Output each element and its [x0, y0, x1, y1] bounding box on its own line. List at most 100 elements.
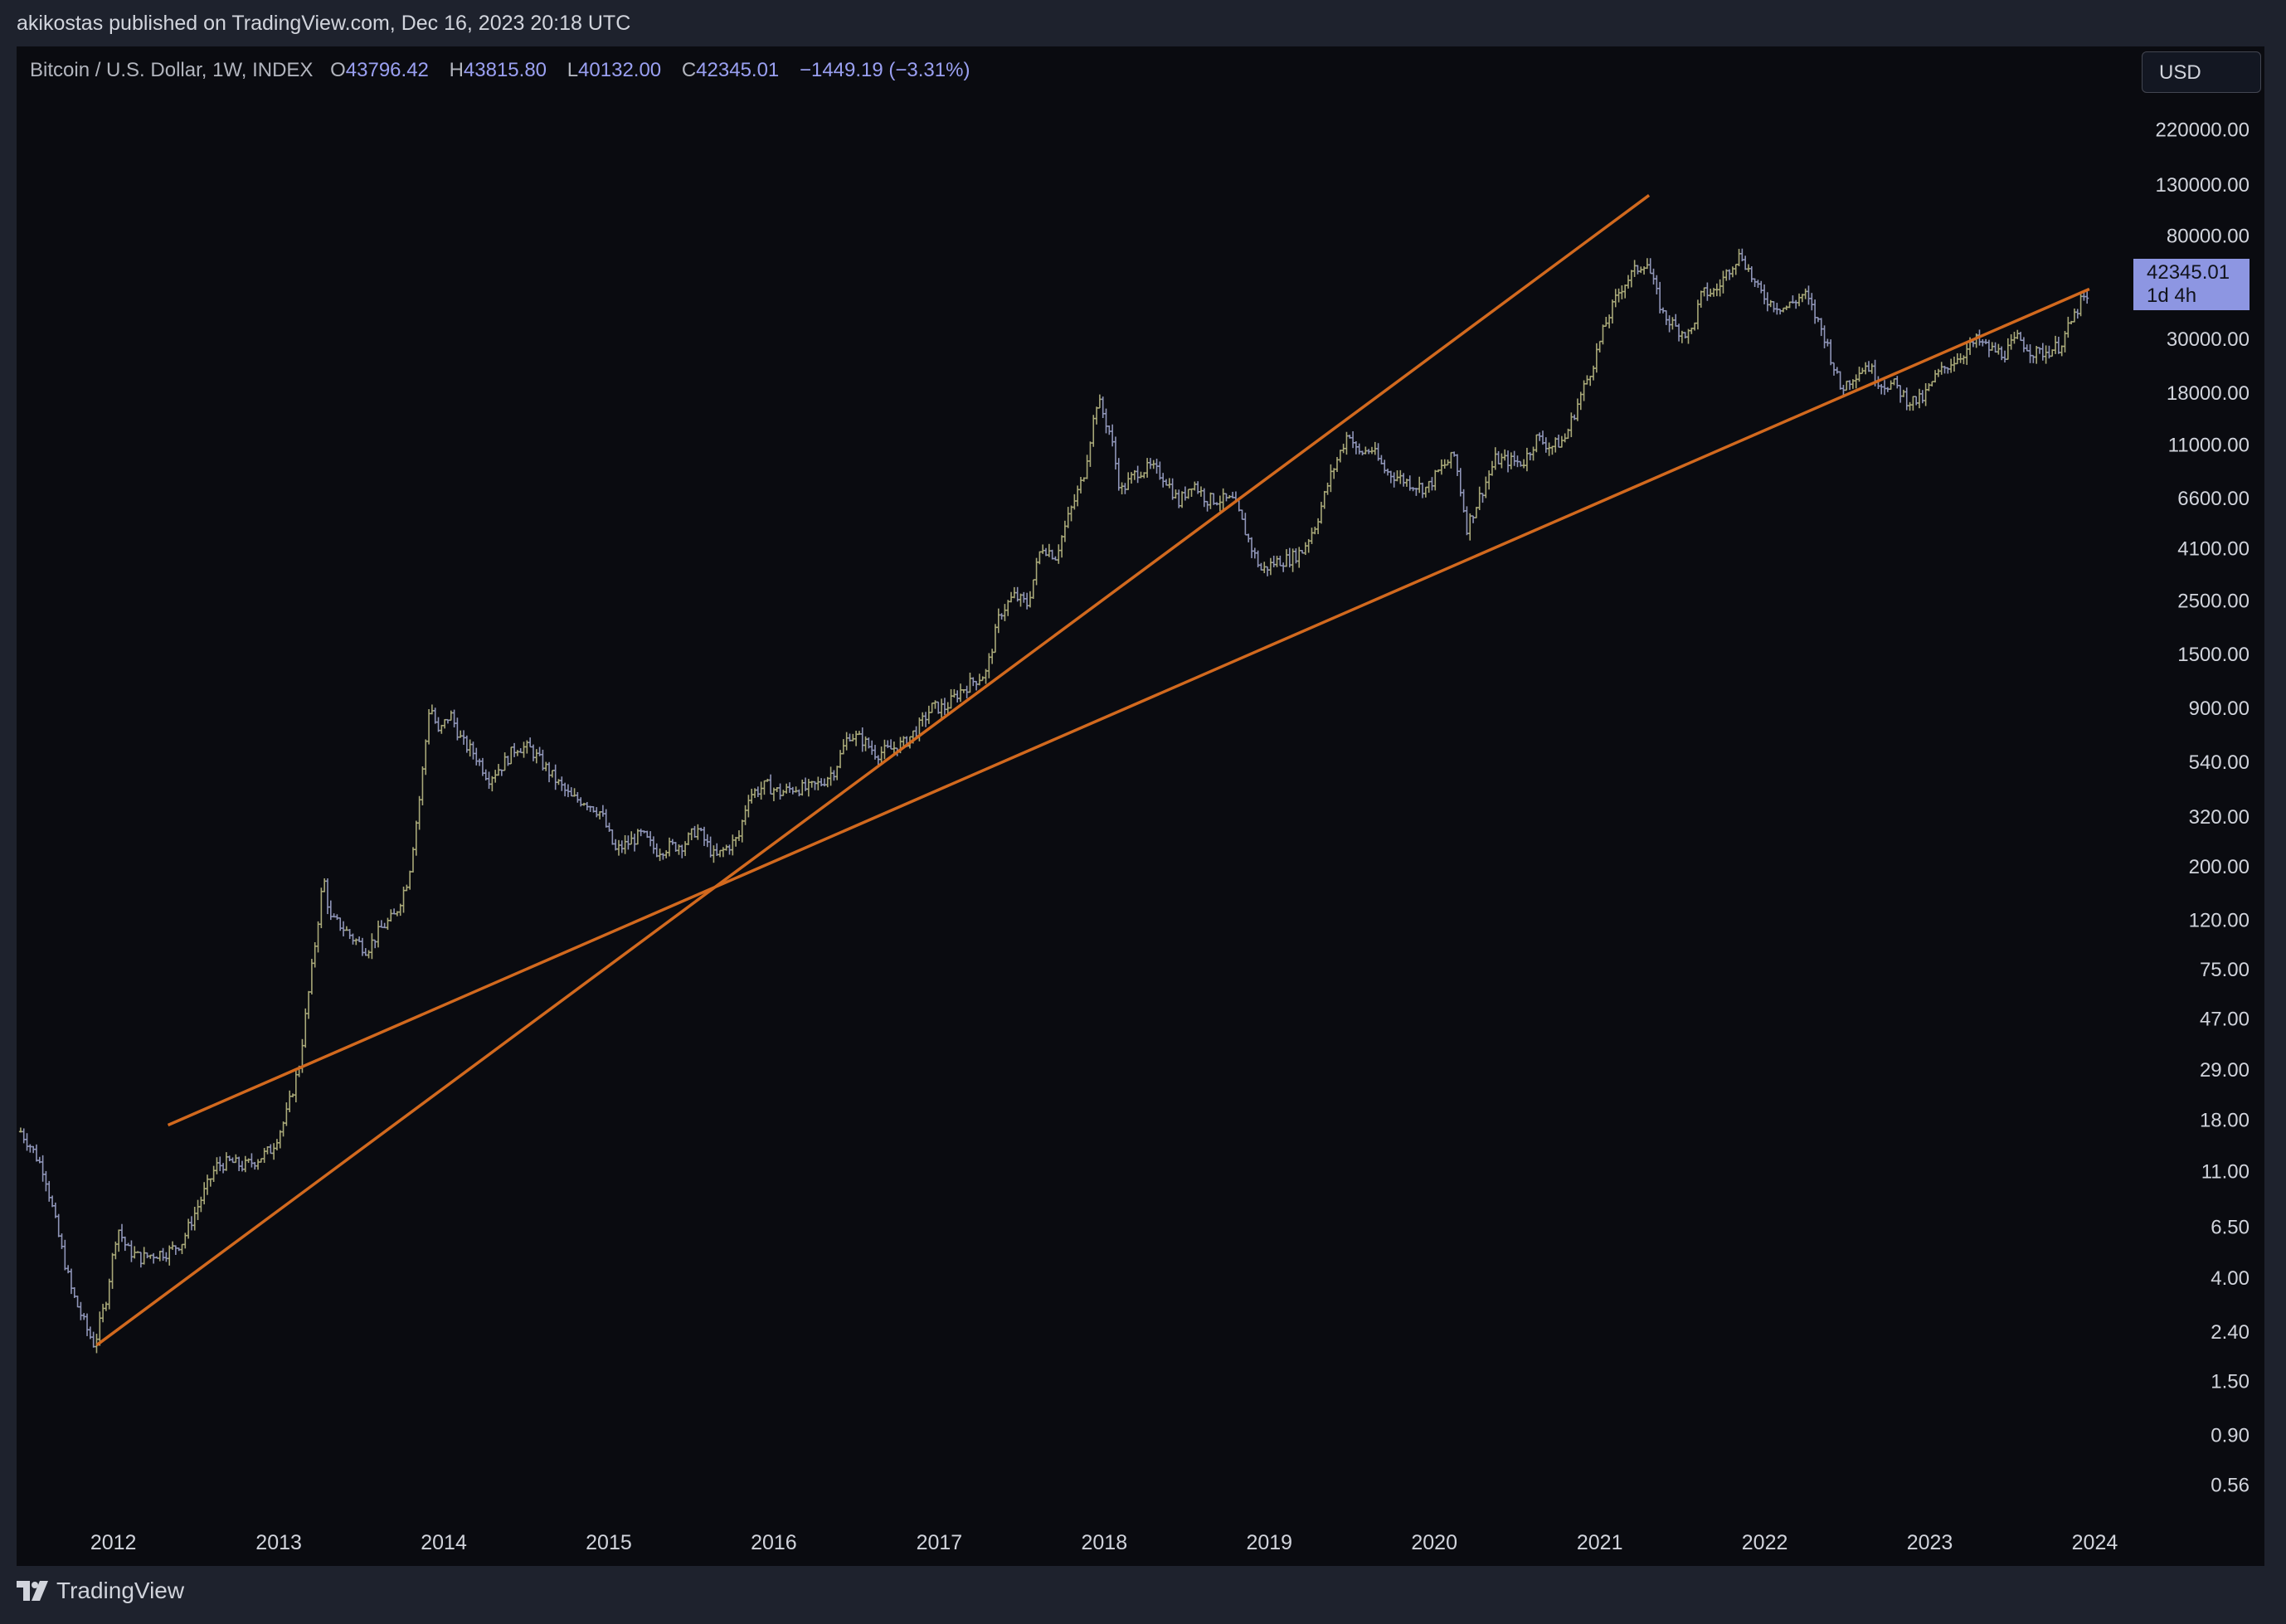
weekly-bar	[579, 797, 583, 807]
weekly-bar	[705, 834, 709, 848]
price-axis-label: 4.00	[2211, 1267, 2250, 1290]
weekly-bar	[965, 685, 969, 698]
weekly-bar	[1939, 362, 1943, 375]
weekly-bar	[354, 938, 358, 946]
tradingview-brand[interactable]: TradingView	[17, 1578, 184, 1604]
weekly-bar	[1468, 513, 1472, 541]
weekly-bar	[753, 788, 757, 799]
weekly-bar	[1734, 263, 1738, 275]
weekly-bar	[240, 1160, 244, 1172]
weekly-bar	[1259, 562, 1263, 571]
weekly-bar	[1256, 550, 1260, 568]
weekly-bar	[528, 737, 533, 748]
weekly-bar	[566, 784, 570, 798]
weekly-bar	[658, 848, 662, 862]
weekly-bar	[1329, 464, 1333, 493]
weekly-bar	[1835, 367, 1839, 374]
weekly-bar	[28, 1144, 32, 1153]
weekly-bar	[740, 819, 744, 843]
weekly-bar	[246, 1158, 250, 1164]
weekly-bar	[1250, 537, 1254, 558]
weekly-bar	[588, 805, 592, 813]
weekly-bar	[1901, 389, 1905, 397]
last-price-value: 42345.01	[2147, 261, 2230, 284]
weekly-bar	[291, 1093, 295, 1097]
weekly-bar	[351, 933, 355, 945]
weekly-bar	[892, 741, 896, 754]
weekly-bar	[1610, 299, 1614, 324]
weekly-bar	[1904, 387, 1909, 411]
weekly-bar	[686, 832, 690, 845]
weekly-bar	[1740, 248, 1744, 262]
weekly-bar	[1123, 483, 1127, 494]
weekly-bar	[1598, 340, 1602, 353]
weekly-bar	[66, 1265, 71, 1274]
weekly-bar	[614, 839, 618, 851]
weekly-bar	[360, 937, 364, 956]
weekly-bar	[436, 717, 440, 732]
price-axis-label: 6600.00	[2177, 488, 2250, 510]
weekly-bar	[949, 688, 953, 709]
price-chart[interactable]: 220000.00130000.0080000.0048000.0030000.…	[17, 46, 2264, 1566]
weekly-bar	[1126, 472, 1131, 490]
weekly-bar	[2040, 343, 2045, 361]
weekly-bar	[1544, 437, 1548, 453]
weekly-bar	[968, 672, 972, 693]
weekly-bar	[863, 736, 868, 751]
price-axis-label: 75.00	[2200, 959, 2250, 981]
weekly-bar	[1386, 468, 1390, 476]
weekly-bar	[715, 843, 719, 856]
weekly-bar	[129, 1240, 134, 1262]
weekly-bar	[1645, 258, 1649, 270]
weekly-bar	[1078, 476, 1082, 494]
weekly-bar	[1831, 362, 1836, 376]
weekly-bar	[37, 1156, 41, 1164]
weekly-bar	[734, 837, 738, 847]
weekly-bar	[1880, 384, 1884, 395]
weekly-bar	[1949, 358, 1953, 373]
weekly-bar	[389, 909, 393, 922]
weekly-bar	[408, 870, 412, 890]
weekly-bar	[145, 1252, 149, 1259]
weekly-bar	[294, 1070, 298, 1103]
weekly-bar	[1031, 579, 1035, 600]
weekly-bar	[269, 1144, 273, 1155]
weekly-bar	[1585, 375, 1589, 385]
weekly-bar	[101, 1303, 105, 1323]
weekly-bar	[1351, 430, 1355, 449]
weekly-bar	[560, 776, 564, 791]
weekly-bar	[1829, 339, 1833, 366]
trendline-1	[95, 194, 1651, 1347]
weekly-bar	[645, 830, 649, 839]
weekly-bar	[474, 747, 479, 766]
weekly-bar	[288, 1090, 292, 1112]
chart-area[interactable]: 220000.00130000.0080000.0048000.0030000.…	[17, 46, 2264, 1566]
weekly-bar	[1759, 280, 1763, 294]
weekly-bar	[848, 733, 852, 741]
weekly-bar	[1174, 489, 1178, 499]
price-axis-label: 80000.00	[2167, 226, 2250, 248]
weekly-bar	[1022, 591, 1026, 603]
weekly-bar	[1332, 468, 1336, 479]
weekly-bar	[1015, 586, 1019, 602]
weekly-bar	[117, 1229, 121, 1252]
weekly-bar	[480, 757, 484, 776]
currency-button[interactable]: USD	[2142, 51, 2261, 93]
weekly-bar	[1920, 390, 1924, 404]
weekly-bar	[363, 948, 367, 956]
weekly-bar	[82, 1313, 86, 1320]
weekly-bar	[731, 834, 735, 856]
weekly-bar	[1787, 301, 1792, 309]
time-axis-label: 2014	[421, 1531, 467, 1554]
weekly-bar	[813, 780, 817, 790]
weekly-bar	[759, 781, 763, 800]
weekly-bar	[344, 926, 348, 931]
symbol-description[interactable]: Bitcoin / U.S. Dollar, 1W, INDEX	[30, 59, 314, 81]
bar-countdown: 1d 4h	[2147, 284, 2197, 307]
weekly-bar	[787, 782, 791, 793]
last-price-tag: 42345.01 1d 4h	[2133, 259, 2250, 310]
weekly-bar	[857, 731, 861, 736]
price-axis-label: 0.90	[2211, 1424, 2250, 1447]
weekly-bar	[1170, 478, 1175, 500]
weekly-bar	[1784, 305, 1788, 310]
